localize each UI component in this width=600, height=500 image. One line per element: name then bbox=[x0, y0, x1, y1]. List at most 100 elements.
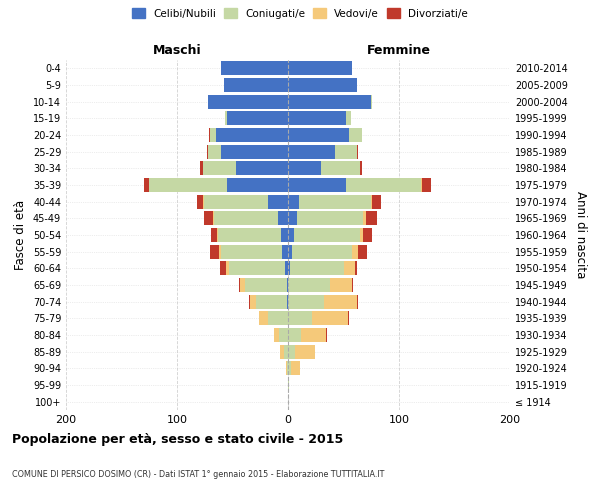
Bar bbox=[278, 211, 288, 226]
Bar bbox=[330, 278, 352, 292]
Bar bbox=[322, 162, 360, 175]
Bar bbox=[288, 144, 335, 159]
Bar bbox=[221, 244, 283, 259]
Bar bbox=[211, 228, 217, 242]
Bar bbox=[360, 162, 362, 175]
Bar bbox=[208, 94, 288, 109]
Bar bbox=[229, 261, 284, 276]
Bar bbox=[292, 244, 352, 259]
Bar bbox=[221, 144, 288, 159]
Bar bbox=[364, 228, 373, 242]
Bar bbox=[281, 228, 288, 242]
Bar bbox=[149, 178, 227, 192]
Bar bbox=[371, 94, 373, 109]
Bar bbox=[355, 261, 357, 276]
Bar bbox=[268, 194, 288, 209]
Bar bbox=[268, 311, 288, 326]
Bar bbox=[218, 228, 281, 242]
Bar bbox=[288, 378, 289, 392]
Bar bbox=[288, 128, 349, 142]
Bar bbox=[287, 278, 288, 292]
Bar bbox=[280, 344, 284, 359]
Bar bbox=[326, 328, 327, 342]
Bar bbox=[287, 294, 288, 308]
Bar bbox=[284, 261, 288, 276]
Y-axis label: Anni di nascita: Anni di nascita bbox=[574, 192, 587, 278]
Bar bbox=[422, 178, 431, 192]
Bar bbox=[357, 144, 358, 159]
Bar bbox=[288, 278, 330, 292]
Bar bbox=[295, 344, 314, 359]
Bar bbox=[250, 294, 256, 308]
Bar bbox=[256, 294, 287, 308]
Bar bbox=[343, 261, 355, 276]
Bar bbox=[207, 144, 208, 159]
Text: Femmine: Femmine bbox=[367, 44, 431, 57]
Bar bbox=[288, 162, 322, 175]
Bar bbox=[209, 128, 211, 142]
Bar bbox=[366, 211, 377, 226]
Bar bbox=[200, 162, 203, 175]
Bar bbox=[220, 261, 226, 276]
Bar bbox=[313, 311, 348, 326]
Bar bbox=[288, 344, 295, 359]
Bar bbox=[283, 244, 288, 259]
Bar bbox=[219, 244, 221, 259]
Bar bbox=[357, 294, 358, 308]
Bar bbox=[288, 311, 313, 326]
Bar bbox=[210, 128, 216, 142]
Bar bbox=[288, 328, 301, 342]
Bar bbox=[240, 278, 245, 292]
Bar bbox=[216, 128, 288, 142]
Bar bbox=[335, 144, 357, 159]
Bar bbox=[203, 194, 268, 209]
Bar bbox=[292, 361, 300, 376]
Bar bbox=[288, 244, 292, 259]
Bar bbox=[288, 78, 357, 92]
Bar bbox=[352, 278, 353, 292]
Bar bbox=[225, 112, 227, 126]
Bar bbox=[293, 228, 360, 242]
Bar bbox=[346, 178, 421, 192]
Bar bbox=[288, 62, 352, 76]
Bar bbox=[297, 211, 364, 226]
Bar bbox=[288, 228, 293, 242]
Bar bbox=[197, 194, 203, 209]
Bar bbox=[274, 328, 279, 342]
Text: COMUNE DI PERSICO DOSIMO (CR) - Dati ISTAT 1° gennaio 2015 - Elaborazione TUTTIT: COMUNE DI PERSICO DOSIMO (CR) - Dati IST… bbox=[12, 470, 385, 479]
Bar bbox=[288, 211, 297, 226]
Bar bbox=[360, 228, 364, 242]
Bar bbox=[144, 178, 149, 192]
Bar bbox=[227, 178, 288, 192]
Bar bbox=[371, 194, 373, 209]
Bar bbox=[348, 311, 349, 326]
Bar bbox=[212, 211, 214, 226]
Bar bbox=[284, 344, 288, 359]
Bar bbox=[288, 112, 346, 126]
Bar bbox=[221, 62, 288, 76]
Bar bbox=[279, 328, 288, 342]
Bar bbox=[288, 294, 323, 308]
Bar bbox=[301, 328, 326, 342]
Bar bbox=[249, 294, 250, 308]
Bar bbox=[203, 211, 212, 226]
Bar bbox=[288, 194, 299, 209]
Bar bbox=[203, 162, 236, 175]
Bar bbox=[421, 178, 422, 192]
Bar bbox=[288, 178, 346, 192]
Bar bbox=[287, 361, 288, 376]
Bar bbox=[349, 128, 362, 142]
Bar bbox=[352, 244, 358, 259]
Bar bbox=[211, 244, 219, 259]
Bar bbox=[245, 278, 287, 292]
Bar bbox=[259, 311, 268, 326]
Bar bbox=[373, 194, 381, 209]
Bar bbox=[323, 294, 357, 308]
Bar bbox=[224, 78, 288, 92]
Bar bbox=[290, 261, 343, 276]
Bar bbox=[299, 194, 371, 209]
Bar bbox=[227, 112, 288, 126]
Bar bbox=[346, 112, 351, 126]
Bar bbox=[288, 94, 371, 109]
Bar bbox=[364, 211, 366, 226]
